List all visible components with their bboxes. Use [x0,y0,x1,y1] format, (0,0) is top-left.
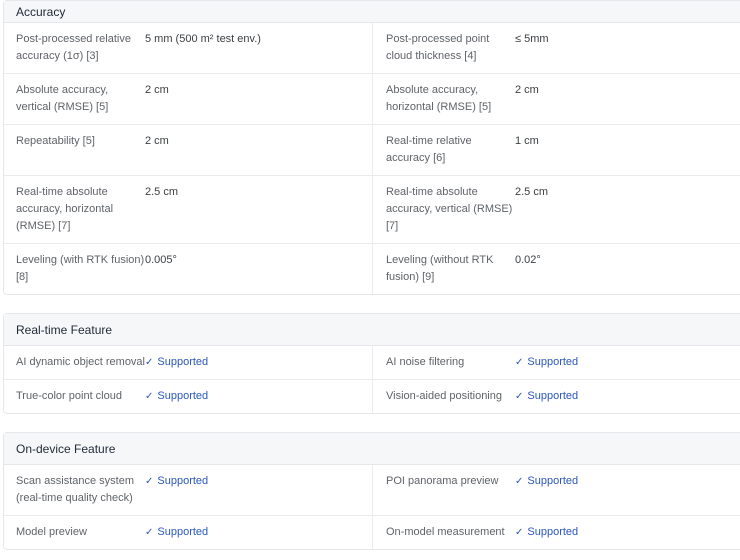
supported-value: ✓ Supported [145,354,372,371]
supported-text: Supported [527,390,579,402]
spec-label: True-color point cloud [16,390,122,402]
supported-text: Supported [157,475,209,487]
spec-row: Scan assistance system (real-time qualit… [4,465,740,516]
spec-row: Real-time absolute accuracy, horizontal … [4,176,740,244]
spec-label: Vision-aided positioning [386,390,502,402]
spec-cell: AI dynamic object removal ✓ Supported [4,346,372,379]
supported-text: Supported [527,356,579,368]
spec-label: AI noise filtering [386,356,465,368]
check-icon: ✓ [515,527,524,538]
spec-label: Real-time relative accuracy [6] [386,135,472,164]
supported-value: ✓ Supported [145,388,372,405]
spec-label: Real-time absolute accuracy, horizontal … [16,186,114,232]
spec-cell: True-color point cloud ✓ Supported [4,380,372,413]
spec-label: AI dynamic object removal [16,356,145,368]
spec-value: 2 cm [145,84,169,96]
section-title: Accuracy [4,1,740,23]
spec-cell: Post-processed relative accuracy (1σ) [3… [4,23,372,73]
spec-cell: Real-time absolute accuracy, vertical (R… [372,176,740,243]
spec-label: On-model measurement [386,526,505,538]
spec-cell: Real-time relative accuracy [6] 1 cm [372,125,740,175]
spec-row: Absolute accuracy, vertical (RMSE) [5] 2 … [4,74,740,125]
spec-label: Scan assistance system (real-time qualit… [16,475,134,504]
spec-row: Model preview ✓ Supported On-model measure… [4,516,740,549]
spec-value: 5 mm (500 m² test env.) [145,33,261,45]
spec-cell: POI panorama preview ✓ Supported [372,465,740,515]
check-icon: ✓ [145,357,154,368]
spec-cell: Repeatability [5] 2 cm [4,125,372,175]
supported-value: ✓ Supported [515,524,740,541]
supported-value: ✓ Supported [515,388,740,405]
spec-value: 2.5 cm [145,186,179,198]
spec-value: 2.5 cm [515,186,549,198]
spec-row: AI dynamic object removal ✓ Supported AI n… [4,346,740,380]
spec-value: 1 cm [515,135,539,147]
spec-cell: Leveling (with RTK fusion) [8] 0.005° [4,244,372,294]
spec-label: Model preview [16,526,87,538]
section-accuracy: Accuracy Post-processed relative accurac… [3,0,740,295]
spec-label: Post-processed point cloud thickness [4] [386,33,490,62]
spec-label: Post-processed relative accuracy (1σ) [3… [16,33,131,62]
spec-cell: Real-time absolute accuracy, horizontal … [4,176,372,243]
check-icon: ✓ [515,476,524,487]
spec-cell: Absolute accuracy, vertical (RMSE) [5] 2 … [4,74,372,124]
supported-text: Supported [527,475,579,487]
check-icon: ✓ [145,391,154,402]
supported-text: Supported [157,390,209,402]
section-real-time-feature: Real-time Feature AI dynamic object remo… [3,313,740,414]
spec-label: Absolute accuracy, vertical (RMSE) [5] [16,84,109,113]
check-icon: ✓ [145,527,154,538]
spec-label: Absolute accuracy, horizontal (RMSE) [5] [386,84,492,113]
supported-value: ✓ Supported [145,473,372,507]
spec-cell: Vision-aided positioning ✓ Supported [372,380,740,413]
spec-cell: On-model measurement ✓ Supported [372,516,740,549]
section-on-device-feature: On-device Feature Scan assistance system… [3,432,740,550]
supported-value: ✓ Supported [515,354,740,371]
spec-label: Repeatability [5] [16,135,95,147]
section-title: Real-time Feature [4,314,740,346]
spec-row: Post-processed relative accuracy (1σ) [3… [4,23,740,74]
spec-value: 0.005° [145,254,177,266]
section-title: On-device Feature [4,433,740,465]
supported-value: ✓ Supported [145,524,372,541]
spec-cell: Leveling (without RTK fusion) [9] 0.02° [372,244,740,294]
spec-cell: Post-processed point cloud thickness [4]… [372,23,740,73]
spec-value: 0.02° [515,254,541,266]
spec-value: 2 cm [145,135,169,147]
spec-value: 2 cm [515,84,539,96]
spec-label: POI panorama preview [386,475,499,487]
spec-row: Leveling (with RTK fusion) [8] 0.005° Lev… [4,244,740,294]
spec-label: Real-time absolute accuracy, vertical (R… [386,186,513,232]
spec-row: True-color point cloud ✓ Supported Vision-… [4,380,740,413]
spec-cell: Scan assistance system (real-time qualit… [4,465,372,515]
spec-label: Leveling (without RTK fusion) [9] [386,254,494,283]
supported-text: Supported [527,526,579,538]
spec-label: Leveling (with RTK fusion) [8] [16,254,145,283]
spec-cell: Absolute accuracy, horizontal (RMSE) [5]… [372,74,740,124]
spec-value: ≤ 5mm [515,33,549,45]
spec-cell: AI noise filtering ✓ Supported [372,346,740,379]
supported-text: Supported [157,526,209,538]
supported-text: Supported [157,356,209,368]
check-icon: ✓ [145,476,154,487]
check-icon: ✓ [515,391,524,402]
supported-value: ✓ Supported [515,473,740,507]
spec-row: Repeatability [5] 2 cm Real-time relative… [4,125,740,176]
spec-cell: Model preview ✓ Supported [4,516,372,549]
check-icon: ✓ [515,357,524,368]
